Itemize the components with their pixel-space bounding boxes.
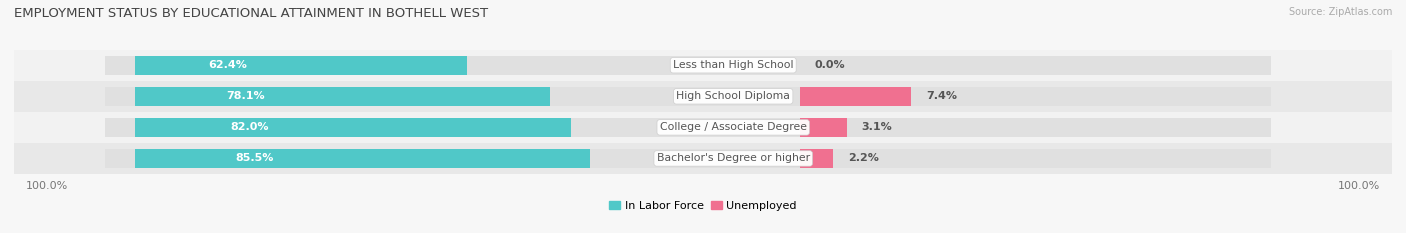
Bar [800, 118, 846, 137]
Bar [104, 118, 1271, 137]
Bar [14, 112, 1392, 143]
Text: 62.4%: 62.4% [208, 60, 247, 70]
Text: EMPLOYMENT STATUS BY EDUCATIONAL ATTAINMENT IN BOTHELL WEST: EMPLOYMENT STATUS BY EDUCATIONAL ATTAINM… [14, 7, 488, 20]
Bar [135, 118, 571, 137]
Bar [135, 149, 589, 168]
Bar [14, 50, 1392, 81]
Text: 0.0%: 0.0% [815, 60, 845, 70]
Bar [800, 149, 832, 168]
Text: Less than High School: Less than High School [673, 60, 793, 70]
Bar [14, 143, 1392, 174]
Text: 85.5%: 85.5% [235, 154, 273, 163]
Text: High School Diploma: High School Diploma [676, 91, 790, 101]
Text: 3.1%: 3.1% [862, 122, 893, 132]
Text: 78.1%: 78.1% [226, 91, 264, 101]
Bar [104, 56, 1271, 75]
Bar [135, 87, 550, 106]
Text: 100.0%: 100.0% [27, 181, 69, 191]
Text: Source: ZipAtlas.com: Source: ZipAtlas.com [1288, 7, 1392, 17]
Text: Bachelor's Degree or higher: Bachelor's Degree or higher [657, 154, 810, 163]
Bar [104, 149, 1271, 168]
Legend: In Labor Force, Unemployed: In Labor Force, Unemployed [605, 196, 801, 215]
Bar [135, 56, 467, 75]
Text: 82.0%: 82.0% [231, 122, 270, 132]
Bar [14, 81, 1392, 112]
Text: College / Associate Degree: College / Associate Degree [659, 122, 807, 132]
Bar [104, 87, 1271, 106]
Bar [800, 87, 911, 106]
Text: 2.2%: 2.2% [848, 154, 879, 163]
Text: 7.4%: 7.4% [927, 91, 957, 101]
Text: 100.0%: 100.0% [1337, 181, 1379, 191]
